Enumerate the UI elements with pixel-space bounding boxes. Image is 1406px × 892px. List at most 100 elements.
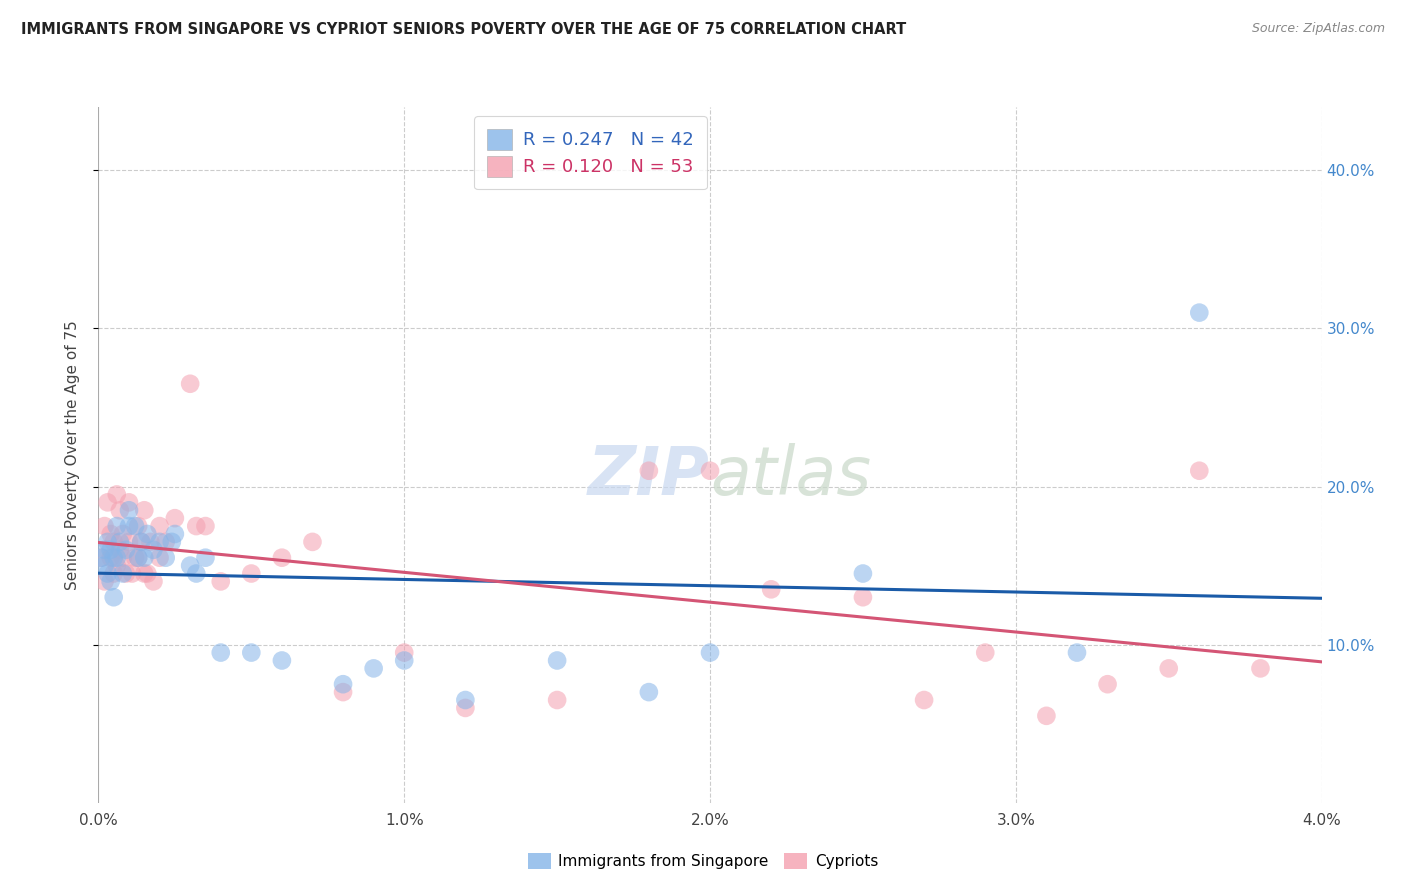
Point <box>124 519 146 533</box>
Point <box>270 550 294 565</box>
Point <box>134 566 156 581</box>
Point <box>240 646 263 660</box>
Point <box>179 376 201 391</box>
Point <box>186 566 208 581</box>
Point <box>1157 661 1180 675</box>
Point <box>111 550 134 565</box>
Point <box>105 558 128 573</box>
Point <box>699 464 721 478</box>
Point <box>149 550 172 565</box>
Point <box>1188 464 1211 478</box>
Point <box>194 519 217 533</box>
Point <box>124 550 146 565</box>
Point <box>118 495 141 509</box>
Point <box>209 574 232 589</box>
Point <box>103 550 125 565</box>
Point <box>392 646 416 660</box>
Legend: R = 0.247   N = 42, R = 0.120   N = 53: R = 0.247 N = 42, R = 0.120 N = 53 <box>474 116 707 189</box>
Legend: Immigrants from Singapore, Cypriots: Immigrants from Singapore, Cypriots <box>522 847 884 875</box>
Point <box>108 503 131 517</box>
Point <box>974 646 997 660</box>
Point <box>103 534 125 549</box>
Point <box>194 550 217 565</box>
Point <box>179 558 201 573</box>
Point <box>1249 661 1271 675</box>
Text: Source: ZipAtlas.com: Source: ZipAtlas.com <box>1251 22 1385 36</box>
Point <box>240 566 263 581</box>
Point <box>129 534 152 549</box>
Point <box>111 566 134 581</box>
Point <box>912 693 935 707</box>
Point <box>1097 677 1119 691</box>
Point <box>100 527 122 541</box>
Point <box>97 534 120 549</box>
Point <box>852 591 875 605</box>
Text: atlas: atlas <box>710 442 872 508</box>
Point <box>121 566 143 581</box>
Point <box>301 534 323 549</box>
Point <box>332 685 354 699</box>
Point <box>103 591 125 605</box>
Point <box>100 574 122 589</box>
Point <box>1188 305 1211 319</box>
Point <box>637 685 661 699</box>
Point <box>100 550 122 565</box>
Point <box>392 653 416 667</box>
Point <box>118 519 141 533</box>
Point <box>100 542 122 557</box>
Point <box>155 534 177 549</box>
Point <box>209 646 232 660</box>
Point <box>637 464 661 478</box>
Point <box>97 495 120 509</box>
Point <box>111 527 134 541</box>
Point <box>1066 646 1088 660</box>
Point <box>118 503 141 517</box>
Point <box>105 550 128 565</box>
Point <box>118 534 141 549</box>
Point <box>149 519 172 533</box>
Point <box>454 693 477 707</box>
Point <box>852 566 875 581</box>
Point <box>142 542 165 557</box>
Point <box>90 550 112 565</box>
Y-axis label: Seniors Poverty Over the Age of 75: Seniors Poverty Over the Age of 75 <box>65 320 80 590</box>
Point <box>454 701 477 715</box>
Text: ZIP: ZIP <box>588 442 710 508</box>
Point <box>136 527 159 541</box>
Point <box>139 534 162 549</box>
Point <box>127 550 149 565</box>
Point <box>270 653 294 667</box>
Point <box>160 534 183 549</box>
Point <box>115 566 138 581</box>
Point <box>155 550 177 565</box>
Point <box>93 574 115 589</box>
Point <box>699 646 721 660</box>
Point <box>363 661 385 675</box>
Point <box>93 519 115 533</box>
Point <box>546 653 568 667</box>
Point <box>136 566 159 581</box>
Point <box>759 582 782 597</box>
Point <box>546 693 568 707</box>
Point <box>115 542 138 557</box>
Text: IMMIGRANTS FROM SINGAPORE VS CYPRIOT SENIORS POVERTY OVER THE AGE OF 75 CORRELAT: IMMIGRANTS FROM SINGAPORE VS CYPRIOT SEN… <box>21 22 907 37</box>
Point <box>105 519 128 533</box>
Point <box>186 519 208 533</box>
Point <box>1035 708 1057 723</box>
Point <box>93 542 115 557</box>
Point <box>105 487 128 501</box>
Point <box>90 550 112 565</box>
Point <box>134 550 156 565</box>
Point <box>129 534 152 549</box>
Point <box>103 566 125 581</box>
Point <box>134 503 156 517</box>
Point <box>97 566 120 581</box>
Point <box>127 519 149 533</box>
Point <box>93 558 115 573</box>
Point <box>163 527 186 541</box>
Point <box>127 550 149 565</box>
Point <box>332 677 354 691</box>
Point <box>149 534 172 549</box>
Point <box>108 534 131 549</box>
Point <box>142 574 165 589</box>
